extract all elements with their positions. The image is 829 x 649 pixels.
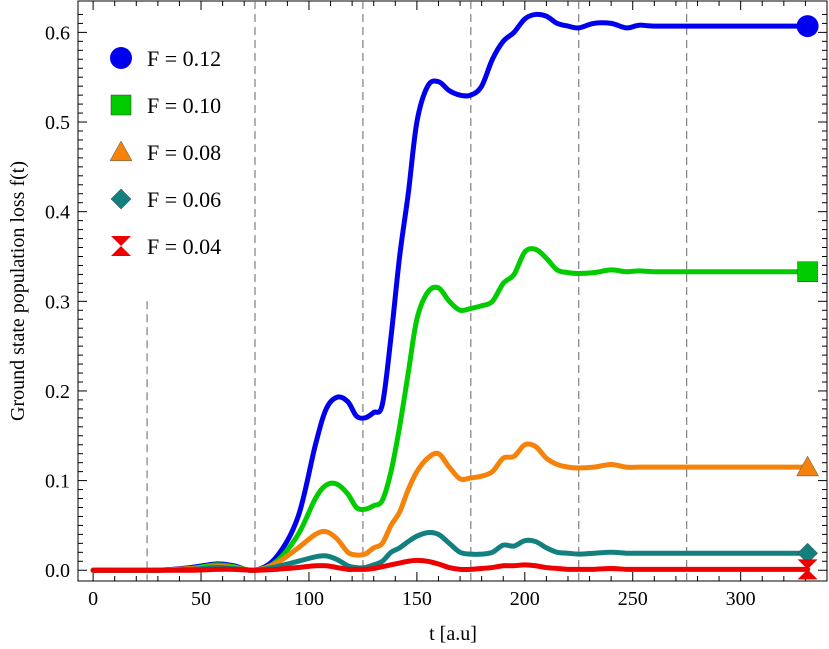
y-tick-label: 0.1: [45, 471, 70, 493]
y-tick-label: 0.6: [45, 22, 70, 44]
series-end-markers: [796, 15, 819, 580]
reference-lines: [146, 1, 688, 581]
x-tick-label: 100: [294, 588, 324, 610]
x-axis-ticks: 0 50 100 150 200 250 300: [88, 1, 806, 610]
y-tick-label: 0.4: [45, 202, 70, 224]
x-tick-label: 50: [191, 588, 211, 610]
legend-label: F = 0.12: [147, 46, 221, 71]
series-lines: [90, 11, 811, 574]
y-tick-label: 0.3: [45, 291, 70, 313]
series-line: [90, 246, 811, 573]
y-tick-label: 0.2: [45, 381, 70, 403]
x-tick-label: 0: [88, 588, 98, 610]
legend-marker: [111, 236, 131, 256]
series-line: [90, 529, 811, 573]
x-tick-label: 250: [618, 588, 648, 610]
series-end-marker: [796, 15, 819, 38]
legend-label: F = 0.04: [147, 234, 221, 259]
legend-label: F = 0.08: [147, 140, 221, 165]
y-axis-ticks: 0.0 0.1 0.2 0.3 0.4 0.5 0.6: [45, 13, 827, 582]
x-tick-label: 150: [402, 588, 432, 610]
y-tick-label: 0.5: [45, 112, 70, 134]
y-axis-title: Ground state population loss f(t): [7, 161, 29, 421]
legend-label: F = 0.06: [147, 187, 221, 212]
series-end-marker: [796, 455, 819, 477]
series-end-marker: [797, 261, 818, 282]
legend: F = 0.12 F = 0.10 F = 0.08 F = 0.06 F = 0.04: [109, 46, 221, 259]
x-axis-title: t [a.u]: [429, 623, 477, 645]
legend-marker: [110, 188, 132, 210]
series-line: [90, 11, 811, 574]
legend-marker: [109, 140, 133, 162]
x-tick-label: 200: [510, 588, 540, 610]
x-tick-label: 300: [726, 588, 756, 610]
plot-frame: [77, 0, 828, 582]
series-line: [90, 441, 811, 573]
y-tick-label: 0.0: [45, 560, 70, 582]
series-line: [90, 557, 811, 573]
legend-marker: [110, 94, 132, 116]
legend-label: F = 0.10: [147, 93, 221, 118]
legend-marker: [110, 47, 132, 69]
series-end-marker: [797, 559, 818, 580]
